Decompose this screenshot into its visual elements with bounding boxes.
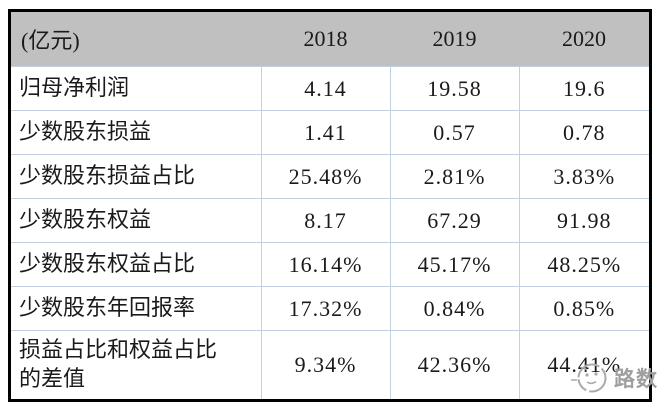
cell-value: 1.41 <box>260 110 391 155</box>
cell-value: 19.58 <box>389 66 520 111</box>
year-header-2018: 2018 <box>261 12 390 67</box>
cell-value: 0.78 <box>518 110 649 155</box>
watermark: 路数 <box>571 359 658 397</box>
cell-value: 4.14 <box>260 66 391 111</box>
year-header-2020: 2020 <box>519 12 649 67</box>
table-header-row: (亿元) 2018 2019 2020 <box>11 12 649 67</box>
table-row-minority-annual-return: 少数股东年回报率 17.32% 0.84% 0.85% <box>11 286 649 331</box>
row-label: 损益占比和权益占比的差值 <box>19 337 218 391</box>
cell-value: 25.48% <box>260 154 391 199</box>
table-row-minority-pl: 少数股东损益 1.41 0.57 0.78 <box>11 110 649 155</box>
table-row-minority-equity-ratio: 少数股东权益占比 16.14% 45.17% 48.25% <box>11 242 649 287</box>
financial-table: (亿元) 2018 2019 2020 归母净利润 4.14 19.58 19.… <box>8 9 652 402</box>
row-label: 少数股东损益 <box>19 119 152 145</box>
row-label: 归母净利润 <box>19 75 130 101</box>
row-label: 少数股东权益 <box>19 207 152 233</box>
cell-value: 48.25% <box>518 242 649 287</box>
cell-value: 42.36% <box>389 330 520 399</box>
year-header-2019: 2019 <box>390 12 519 67</box>
cell-value: 17.32% <box>260 286 391 331</box>
table-row-net-profit: 归母净利润 4.14 19.58 19.6 <box>11 66 649 111</box>
row-label: 少数股东年回报率 <box>19 295 196 321</box>
unit-header-cell: (亿元) <box>11 12 261 67</box>
cell-value: 8.17 <box>260 198 391 243</box>
cell-value: 0.84% <box>389 286 520 331</box>
row-label: 少数股东损益占比 <box>19 163 196 189</box>
row-label: 少数股东权益占比 <box>19 251 196 277</box>
table-row-minority-equity: 少数股东权益 8.17 67.29 91.98 <box>11 198 649 243</box>
cell-value: 3.83% <box>518 154 649 199</box>
minority-interest-table: (亿元) 2018 2019 2020 归母净利润 4.14 19.58 19.… <box>11 12 649 399</box>
watermark-brand: 路数 <box>614 366 658 391</box>
cell-value: 0.57 <box>389 110 520 155</box>
cell-value: 19.6 <box>518 66 649 111</box>
cell-value: 67.29 <box>389 198 520 243</box>
table-row-minority-pl-ratio: 少数股东损益占比 25.48% 2.81% 3.83% <box>11 154 649 199</box>
table-row-ratio-difference: 损益占比和权益占比的差值 9.34% 42.36% 44.41% <box>11 330 649 399</box>
cell-value: 16.14% <box>260 242 391 287</box>
lushu-face-logo-icon <box>571 363 607 393</box>
cell-value: 2.81% <box>389 154 520 199</box>
cell-value: 45.17% <box>389 242 520 287</box>
cell-value: 9.34% <box>260 330 391 399</box>
cell-value: 91.98 <box>518 198 649 243</box>
cell-value: 0.85% <box>518 286 649 331</box>
